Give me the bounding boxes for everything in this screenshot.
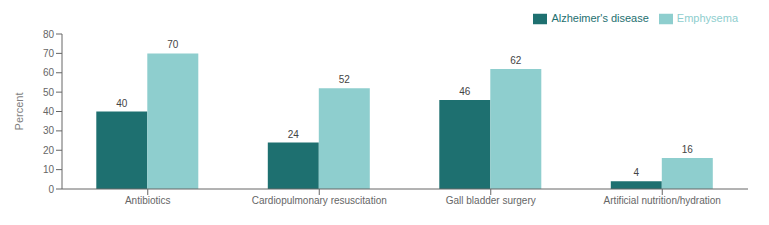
html-text:Alzheimer's disease: Alzheimer's disease	[551, 12, 649, 24]
svg-text:70: 70	[167, 39, 179, 50]
svg-text:46: 46	[459, 86, 471, 97]
svg-text:24: 24	[288, 129, 300, 140]
svg-text:40: 40	[43, 106, 55, 117]
svg-text:Artificial nutrition/hydration: Artificial nutrition/hydration	[604, 195, 721, 206]
svg-text:40: 40	[116, 98, 128, 109]
svg-text:80: 80	[43, 29, 55, 40]
svg-text:50: 50	[43, 87, 55, 98]
svg-text:0: 0	[48, 184, 54, 195]
svg-text:20: 20	[43, 145, 55, 156]
svg-text:16: 16	[682, 144, 694, 155]
svg-text:70: 70	[43, 48, 55, 59]
svg-text:52: 52	[339, 74, 351, 85]
svg-text:4: 4	[634, 167, 640, 178]
svg-text:Gall bladder surgery: Gall bladder surgery	[446, 195, 536, 206]
svg-text:10: 10	[43, 164, 55, 175]
html-text:Emphysema: Emphysema	[676, 12, 738, 24]
svg-text:Percent: Percent	[13, 93, 25, 131]
svg-text:Antibiotics: Antibiotics	[125, 195, 171, 206]
svg-text:Cardiopulmonary resuscitation: Cardiopulmonary resuscitation	[252, 195, 387, 206]
svg-text:62: 62	[510, 55, 522, 66]
svg-text:60: 60	[43, 67, 55, 78]
svg-text:30: 30	[43, 125, 55, 136]
